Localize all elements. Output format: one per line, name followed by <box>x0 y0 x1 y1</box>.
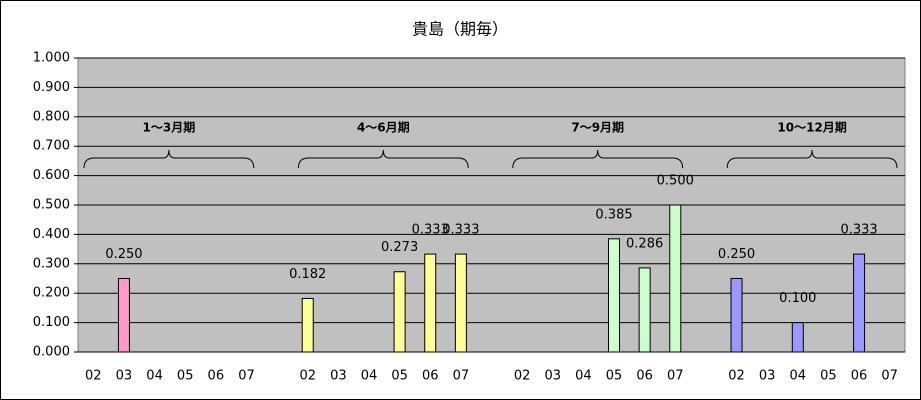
bar <box>301 297 314 353</box>
data-label: 0.250 <box>105 247 142 262</box>
x-tick-label: 06 <box>422 369 439 384</box>
data-label: 0.333 <box>412 223 449 238</box>
x-tick-label: 07 <box>453 369 470 384</box>
data-label: 0.385 <box>595 207 632 222</box>
x-tick-label: 05 <box>391 369 408 384</box>
brace <box>726 149 898 169</box>
y-tick-label: 0.800 <box>33 109 70 124</box>
y-tick-label: 0.300 <box>33 256 70 271</box>
period-label: 4～6月期 <box>357 120 410 135</box>
x-tick-label: 04 <box>361 369 378 384</box>
x-tick-label: 06 <box>208 369 225 384</box>
data-label: 0.500 <box>657 174 694 189</box>
data-label: 0.333 <box>840 223 877 238</box>
y-tick-label: 0.100 <box>33 315 70 330</box>
bar <box>791 322 804 353</box>
period-label: 1～3月期 <box>143 120 196 135</box>
x-tick-label: 03 <box>544 369 561 384</box>
data-label: 0.273 <box>381 240 418 255</box>
x-tick-label: 03 <box>330 369 347 384</box>
y-tick-label: 0.500 <box>33 198 70 213</box>
x-tick-label: 05 <box>177 369 194 384</box>
x-tick-label: 07 <box>667 369 684 384</box>
x-tick-label: 02 <box>514 369 531 384</box>
data-label: 0.286 <box>626 236 663 251</box>
x-tick-label: 06 <box>851 369 868 384</box>
x-tick-label: 04 <box>575 369 592 384</box>
x-tick-label: 02 <box>299 369 316 384</box>
y-tick-label: 0.600 <box>33 168 70 183</box>
y-tick-label: 0.000 <box>33 345 70 360</box>
bar <box>608 238 621 353</box>
x-tick-label: 06 <box>636 369 653 384</box>
y-tick-label: 0.900 <box>33 80 70 95</box>
x-tick-label: 02 <box>728 369 745 384</box>
x-tick-label: 04 <box>146 369 163 384</box>
bar <box>638 267 651 353</box>
period-label: 7～9月期 <box>571 120 624 135</box>
chart-title: 貴島（期毎） <box>412 20 508 39</box>
data-label: 0.182 <box>289 267 326 282</box>
bar <box>730 278 743 353</box>
period-label: 10～12月期 <box>777 120 846 135</box>
bar <box>454 253 467 353</box>
bar <box>853 253 866 353</box>
bar <box>669 204 682 353</box>
y-tick-label: 0.400 <box>33 227 70 242</box>
bar <box>117 278 130 353</box>
x-tick-label: 03 <box>116 369 133 384</box>
x-tick-label: 05 <box>820 369 837 384</box>
y-tick-label: 0.700 <box>33 139 70 154</box>
bar <box>424 253 437 353</box>
brace <box>83 149 255 169</box>
x-tick-label: 03 <box>759 369 776 384</box>
x-tick-label: 05 <box>606 369 623 384</box>
data-label: 0.333 <box>442 223 479 238</box>
y-tick-label: 1.000 <box>33 51 70 66</box>
bar <box>393 271 406 353</box>
data-label: 0.100 <box>779 291 816 306</box>
x-tick-label: 07 <box>238 369 255 384</box>
x-tick-label: 02 <box>85 369 102 384</box>
y-tick-label: 0.200 <box>33 286 70 301</box>
brace <box>297 149 469 169</box>
x-tick-label: 04 <box>790 369 807 384</box>
data-label: 0.250 <box>718 247 755 262</box>
x-tick-label: 07 <box>881 369 898 384</box>
brace <box>512 149 684 169</box>
